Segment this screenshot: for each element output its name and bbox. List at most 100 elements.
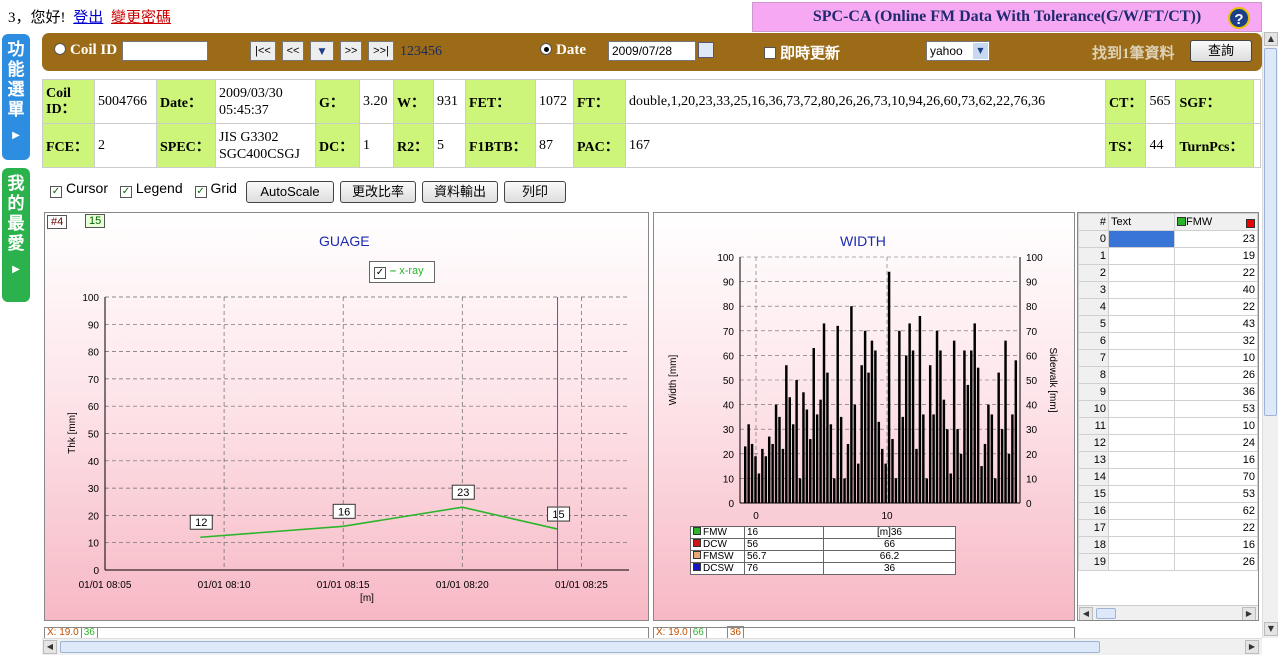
grid-row[interactable]: 2 22 (1078, 264, 1258, 282)
grid-fmw-cell[interactable]: 23 (1174, 230, 1258, 248)
grid-row[interactable]: 6 32 (1078, 332, 1258, 350)
grid-text-cell[interactable] (1108, 230, 1175, 248)
grid-hscroll[interactable]: ◀ ▶ (1078, 605, 1258, 620)
grid-header-fmw[interactable]: FMW (1174, 213, 1258, 231)
grid-fmw-cell[interactable]: 16 (1174, 451, 1258, 469)
query-button[interactable]: 查詢 (1190, 40, 1252, 62)
grid-text-cell[interactable] (1108, 536, 1175, 554)
grid-text-cell[interactable] (1108, 264, 1175, 282)
grid-row[interactable]: 10 53 (1078, 400, 1258, 418)
data-grid[interactable]: # Text FMW 0 23 1 19 2 22 3 40 4 22 5 43 6 32 7 10 8 26 9 3… (1077, 212, 1259, 621)
grid-text-cell[interactable] (1108, 383, 1175, 401)
scroll-left-icon[interactable]: ◀ (1079, 607, 1093, 620)
grid-row[interactable]: 19 26 (1078, 553, 1258, 571)
grid-text-cell[interactable] (1108, 315, 1175, 333)
grid-row[interactable]: 15 53 (1078, 485, 1258, 503)
grid-fmw-cell[interactable]: 19 (1174, 247, 1258, 265)
grid-row[interactable]: 1 19 (1078, 247, 1258, 265)
grid-fmw-cell[interactable]: 53 (1174, 400, 1258, 418)
grid-fmw-cell[interactable]: 22 (1174, 298, 1258, 316)
grid-fmw-cell[interactable]: 32 (1174, 332, 1258, 350)
nav-next-button[interactable]: >> (340, 41, 362, 61)
grid-text-cell[interactable] (1108, 417, 1175, 435)
grid-fmw-cell[interactable]: 62 (1174, 502, 1258, 520)
grid-fmw-cell[interactable]: 26 (1174, 366, 1258, 384)
nav-prev-button[interactable]: << (282, 41, 304, 61)
autoscale-button[interactable]: AutoScale (246, 181, 334, 203)
scroll-left-icon[interactable]: ◀ (43, 640, 57, 654)
legend-checkbox[interactable]: ✓ (119, 186, 132, 198)
help-icon[interactable]: ? (1228, 7, 1250, 29)
cursor-option[interactable]: ✓ Cursor (50, 180, 108, 198)
grid-row[interactable]: 13 16 (1078, 451, 1258, 469)
grid-row[interactable]: 16 62 (1078, 502, 1258, 520)
scroll-thumb[interactable] (60, 641, 1100, 653)
grid-row[interactable]: 3 40 (1078, 281, 1258, 299)
grid-fmw-cell[interactable]: 26 (1174, 553, 1258, 571)
grid-fmw-cell[interactable]: 10 (1174, 417, 1258, 435)
grid-text-cell[interactable] (1108, 298, 1175, 316)
print-button[interactable]: 列印 (504, 181, 566, 203)
width-plot[interactable]: 0 0 10 10 20 20 30 30 40 40 50 50 60 60 70 70 80 80 90 90 10… (654, 213, 1074, 620)
grid-row[interactable]: 14 70 (1078, 468, 1258, 486)
grid-option[interactable]: ✓ Grid (194, 180, 237, 198)
cursor-checkbox[interactable]: ✓ (50, 186, 62, 198)
source-select[interactable]: yahoo ▼ (926, 41, 990, 61)
grid-row[interactable]: 9 36 (1078, 383, 1258, 401)
grid-text-cell[interactable] (1108, 332, 1175, 350)
grid-text-cell[interactable] (1108, 468, 1175, 486)
grid-checkbox[interactable]: ✓ (194, 186, 207, 198)
date-radio[interactable] (540, 43, 552, 55)
page-vscroll[interactable]: ▲ ▼ (1262, 32, 1278, 638)
coil-id-input[interactable] (122, 41, 208, 61)
page-hscroll[interactable]: ◀ ▶ (42, 638, 1262, 655)
coil-id-radio[interactable] (54, 43, 66, 55)
grid-row[interactable]: 18 16 (1078, 536, 1258, 554)
grid-text-cell[interactable] (1108, 451, 1175, 469)
grid-text-cell[interactable] (1108, 400, 1175, 418)
date-option[interactable]: Date (540, 42, 586, 59)
grid-text-cell[interactable] (1108, 366, 1175, 384)
logout-link[interactable]: 登出 (73, 10, 104, 26)
grid-fmw-cell[interactable]: 53 (1174, 485, 1258, 503)
legend-option[interactable]: ✓ Legend (119, 180, 183, 198)
scroll-right-icon[interactable]: ▶ (1245, 640, 1259, 654)
grid-fmw-cell[interactable]: 22 (1174, 264, 1258, 282)
chart-legend[interactable]: ✓ – x-ray (369, 261, 435, 283)
grid-text-cell[interactable] (1108, 434, 1175, 452)
grid-row[interactable]: 0 23 (1078, 230, 1258, 248)
grid-fmw-cell[interactable]: 22 (1174, 519, 1258, 537)
grid-row[interactable]: 4 22 (1078, 298, 1258, 316)
grid-text-cell[interactable] (1108, 247, 1175, 265)
coil-id-option[interactable]: Coil ID (54, 42, 117, 59)
grid-row[interactable]: 8 26 (1078, 366, 1258, 384)
legend-series-checkbox[interactable]: ✓ (374, 267, 386, 279)
sidebar-menu-tab[interactable]: 功能選單 ▶ (2, 34, 30, 160)
sidebar-favorites-tab[interactable]: 我的最愛 ▶ (2, 168, 30, 302)
change-password-link[interactable]: 變更密碼 (111, 10, 172, 26)
grid-row[interactable]: 17 22 (1078, 519, 1258, 537)
grid-text-cell[interactable] (1108, 349, 1175, 367)
grid-fmw-cell[interactable]: 40 (1174, 281, 1258, 299)
scroll-down-icon[interactable]: ▼ (1264, 622, 1278, 636)
grid-row[interactable]: 12 24 (1078, 434, 1258, 452)
grid-fmw-cell[interactable]: 24 (1174, 434, 1258, 452)
grid-row[interactable]: 5 43 (1078, 315, 1258, 333)
live-update-checkbox[interactable] (764, 47, 776, 59)
grid-text-cell[interactable] (1108, 502, 1175, 520)
grid-text-cell[interactable] (1108, 553, 1175, 571)
guage-plot[interactable]: 0 10 20 30 40 50 60 70 80 90 100 01/01 08:05 01/01 0… (45, 213, 648, 620)
grid-fmw-cell[interactable]: 16 (1174, 536, 1258, 554)
live-update-option[interactable]: 即時更新 (764, 42, 840, 63)
grid-fmw-cell[interactable]: 10 (1174, 349, 1258, 367)
grid-fmw-cell[interactable]: 36 (1174, 383, 1258, 401)
grid-row[interactable]: 7 10 (1078, 349, 1258, 367)
change-ratio-button[interactable]: 更改比率 (340, 181, 416, 203)
grid-text-cell[interactable] (1108, 485, 1175, 503)
grid-fmw-cell[interactable]: 70 (1174, 468, 1258, 486)
scroll-thumb[interactable] (1096, 608, 1116, 619)
export-button[interactable]: 資料輸出 (422, 181, 498, 203)
grid-text-cell[interactable] (1108, 519, 1175, 537)
page-select[interactable]: ▼ (310, 41, 334, 61)
grid-row[interactable]: 11 10 (1078, 417, 1258, 435)
